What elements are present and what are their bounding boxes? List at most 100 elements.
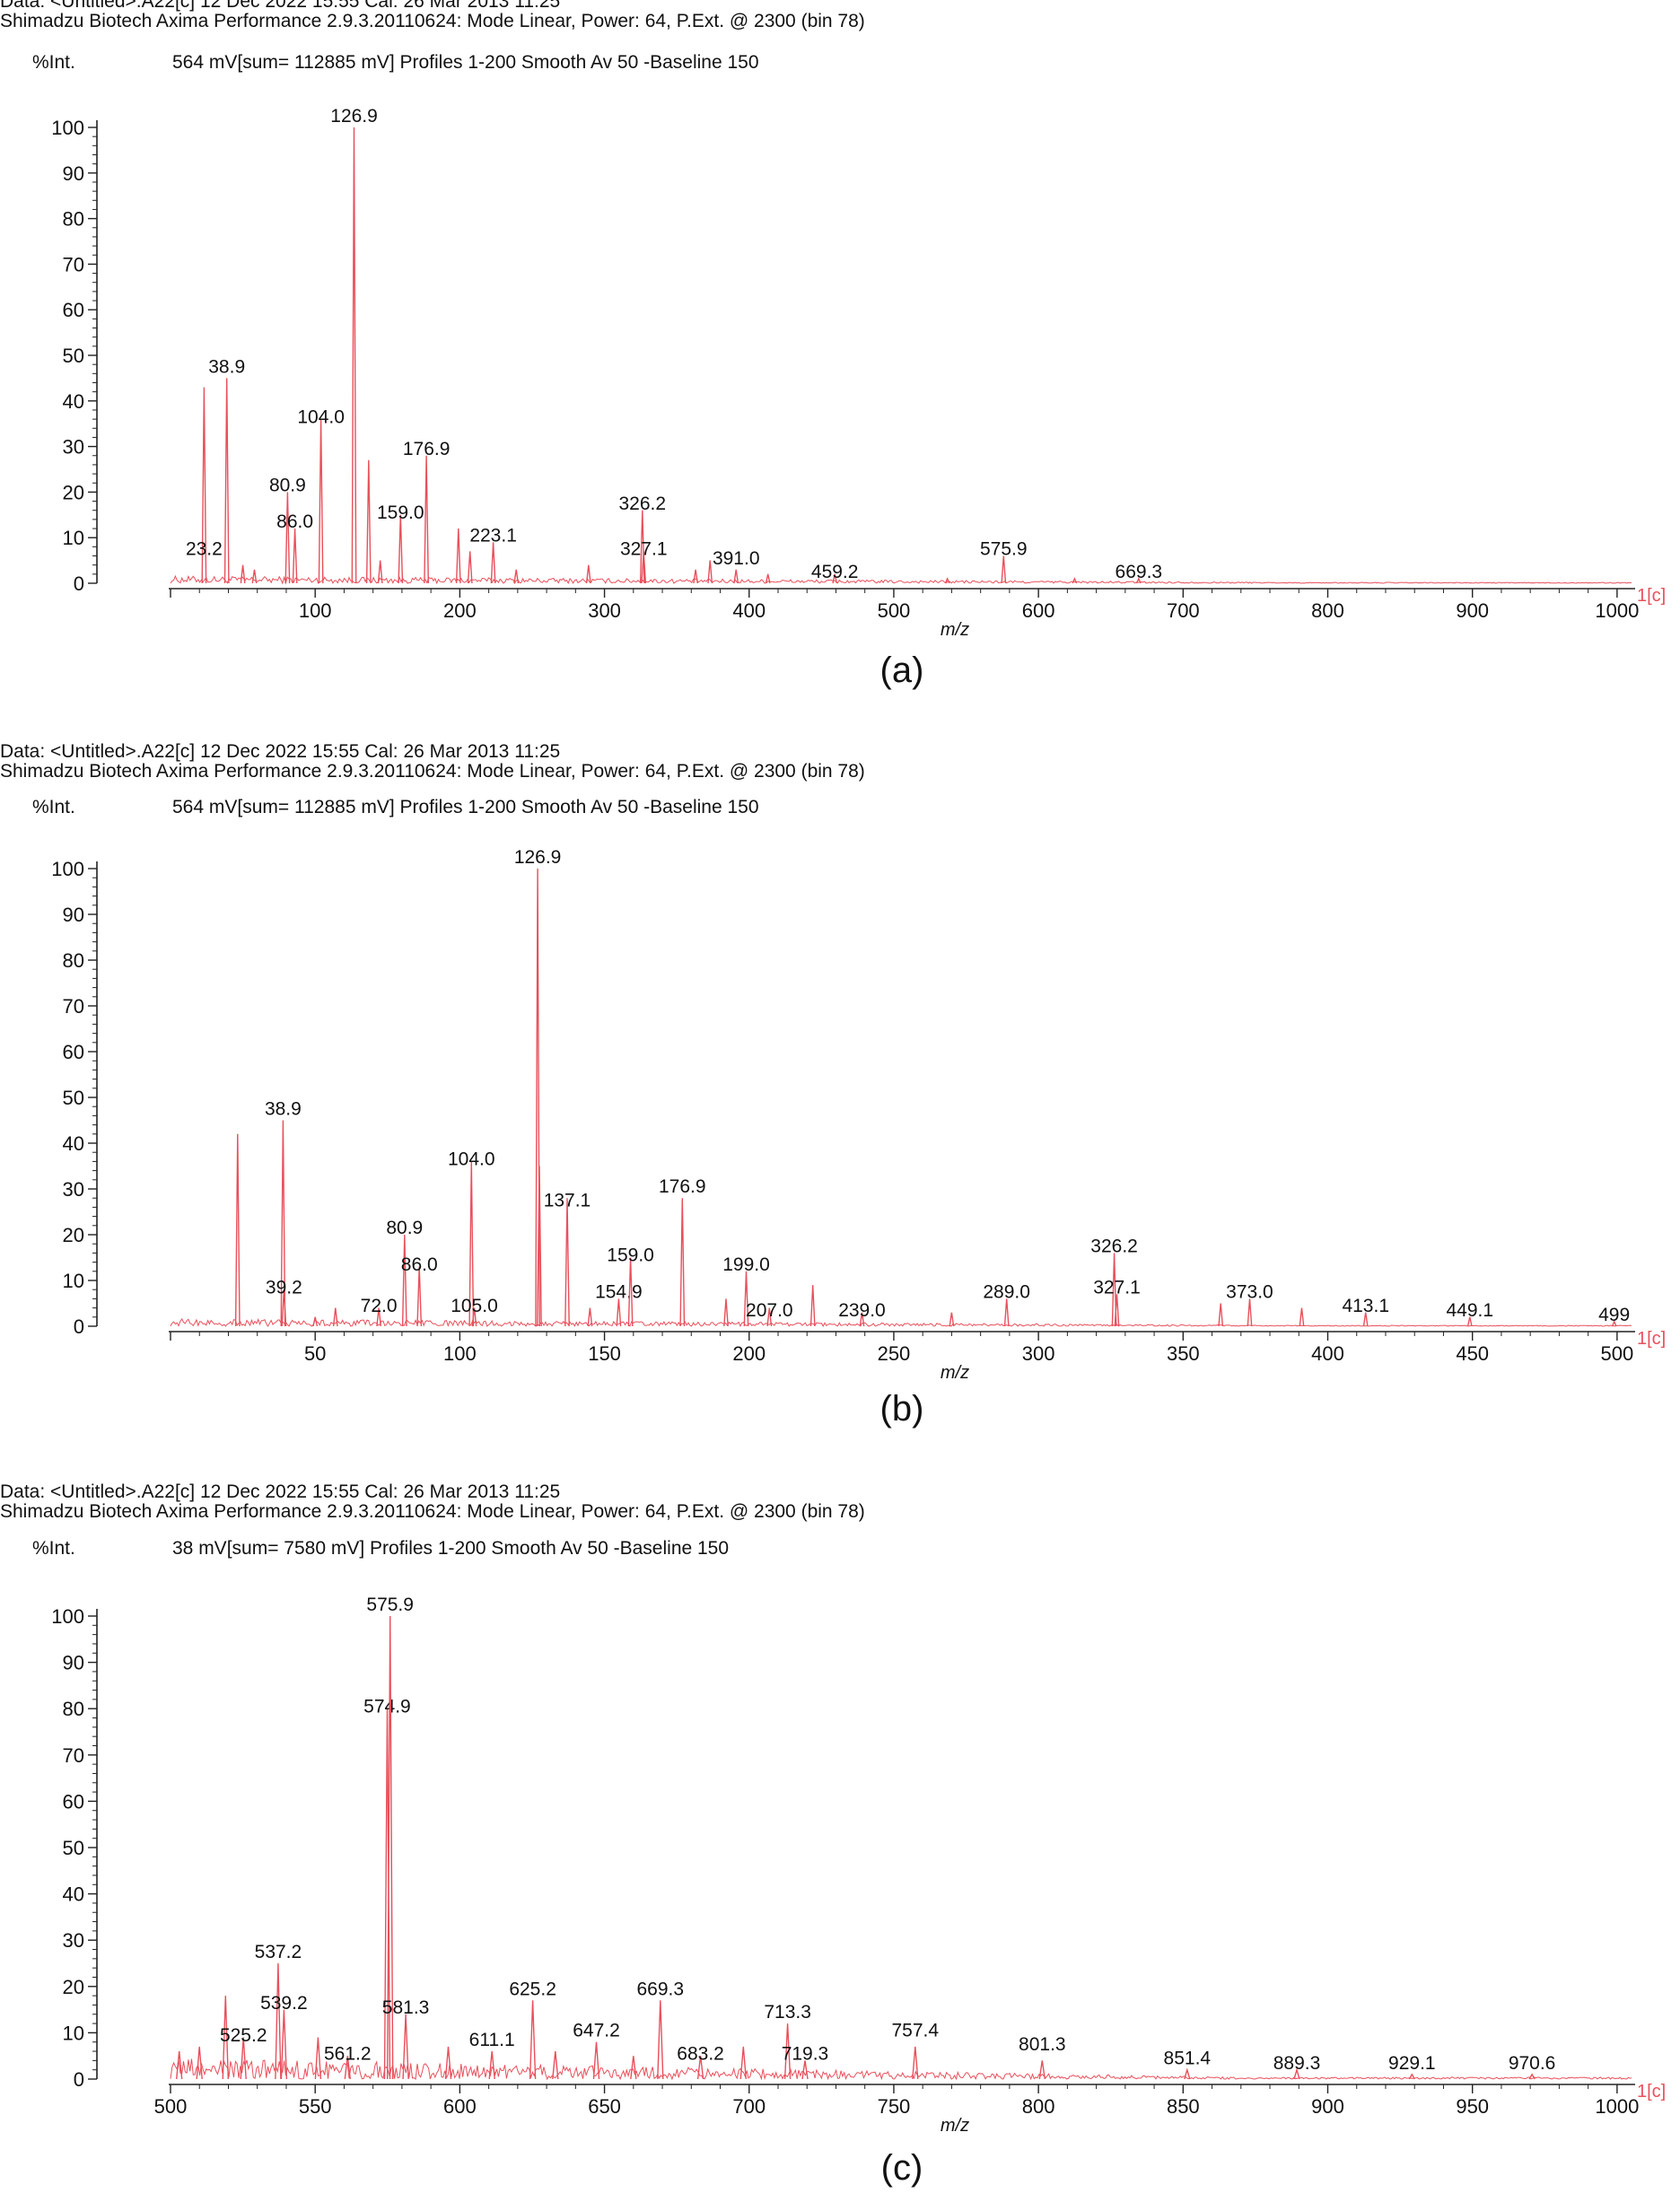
spectrum-peak bbox=[564, 1198, 570, 1327]
spectrum-peak bbox=[416, 1266, 423, 1327]
y-tick-label: 50 bbox=[63, 1087, 84, 1109]
spectrum-peak bbox=[657, 2000, 664, 2080]
spectrum-peak bbox=[529, 2000, 537, 2080]
peak-label: 459.2 bbox=[811, 562, 859, 582]
spectrum-peak bbox=[949, 1312, 955, 1327]
spectrum-peak bbox=[809, 1285, 816, 1327]
spectrum-peak bbox=[280, 2009, 288, 2080]
x-tick-label: 50 bbox=[304, 1342, 326, 1365]
peak-label: 159.0 bbox=[607, 1245, 654, 1266]
peak-label: 104.0 bbox=[448, 1149, 495, 1170]
x-tick-label: 300 bbox=[588, 599, 621, 622]
x-tick-label: 950 bbox=[1456, 2095, 1489, 2118]
spectrum-peak bbox=[201, 387, 207, 584]
y-tick-label: 50 bbox=[63, 345, 84, 367]
peak-label: 537.2 bbox=[255, 1942, 302, 1962]
spectrum-peak bbox=[1466, 1316, 1473, 1327]
spectrum-peak bbox=[377, 560, 383, 584]
y-tick-label: 40 bbox=[63, 1883, 84, 1906]
spectrum-peak bbox=[1299, 1307, 1305, 1327]
x-tick-label: 400 bbox=[1311, 1342, 1344, 1365]
spectrum-peak bbox=[587, 1307, 593, 1327]
y-tick-label: 80 bbox=[63, 1698, 84, 1720]
peak-label: 154.9 bbox=[595, 1282, 643, 1303]
peak-label: 104.0 bbox=[297, 406, 345, 427]
y-tick-label: 0 bbox=[74, 2068, 84, 2091]
spectrum-peak bbox=[1072, 577, 1078, 584]
peak-label: 625.2 bbox=[509, 1979, 556, 1999]
spectrum-plot-b: 0 10 20 30 40 50 60 70 80 90 100 50 100 150 200 250 300 3… bbox=[51, 847, 1666, 1383]
spectrum-peak bbox=[402, 2014, 409, 2080]
peak-label: 719.3 bbox=[782, 2044, 829, 2065]
x-tick-label: 500 bbox=[154, 2095, 188, 2118]
y-tick-label: 20 bbox=[63, 1224, 84, 1246]
spectrum-peak bbox=[859, 1312, 865, 1327]
peak-label: 757.4 bbox=[892, 2021, 940, 2041]
y-tick-label: 20 bbox=[63, 1976, 84, 1998]
y-tick-label: 40 bbox=[63, 390, 84, 413]
peak-label: 391.0 bbox=[713, 548, 760, 569]
spectrum-peak bbox=[1111, 1253, 1117, 1327]
spectrum-peak bbox=[398, 514, 404, 584]
y-axis-label: %Int. bbox=[32, 1538, 75, 1559]
peak-label: 80.9 bbox=[386, 1218, 423, 1238]
spectrum-peak bbox=[693, 569, 698, 584]
spectrum-peak bbox=[627, 1257, 634, 1327]
peak-label: 373.0 bbox=[1226, 1282, 1273, 1303]
peak-label: 669.3 bbox=[1116, 562, 1163, 582]
spectrum-peak bbox=[1408, 2073, 1415, 2080]
peak-label: 713.3 bbox=[764, 2002, 811, 2023]
x-tick-label: 350 bbox=[1167, 1342, 1200, 1365]
y-tick-label: 90 bbox=[63, 1652, 84, 1674]
spectrum-peak bbox=[723, 1298, 729, 1327]
spectrum-peak bbox=[488, 2050, 495, 2080]
spectrum-peak bbox=[444, 2046, 452, 2080]
y-tick-label: 50 bbox=[63, 1837, 84, 1859]
panel-caption: (b) bbox=[879, 1389, 924, 1429]
data-header-line: Data: <Untitled>.A22[c] 12 Dec 2022 15:5… bbox=[0, 741, 561, 762]
x-tick-label: 200 bbox=[443, 599, 477, 622]
peak-label: 176.9 bbox=[403, 439, 451, 459]
spectrum-plot-c: 0 10 20 30 40 50 60 70 80 90 100 500 550 600 650 700 750… bbox=[51, 1595, 1666, 2136]
peak-label: 126.9 bbox=[514, 847, 562, 868]
spectrum-peak bbox=[766, 1307, 773, 1327]
x-tick-label: 900 bbox=[1456, 599, 1489, 622]
x-tick-label: 200 bbox=[732, 1342, 766, 1365]
spectrum-panel-a: Data: <Untitled>.A22[c] 12 Dec 2022 15:5… bbox=[0, 0, 1680, 734]
spectrum-panel-b: Data: <Untitled>.A22[c] 12 Dec 2022 15:5… bbox=[0, 734, 1680, 1468]
peak-label: 86.0 bbox=[276, 511, 313, 532]
peak-label: 223.1 bbox=[469, 525, 517, 546]
instrument-header-line: Shimadzu Biotech Axima Performance 2.9.3… bbox=[0, 761, 865, 782]
acquisition-info: 564 mV[sum= 112885 mV] Profiles 1-200 Sm… bbox=[172, 52, 759, 73]
spectrum-peak bbox=[765, 573, 771, 584]
peak-label: 137.1 bbox=[544, 1191, 591, 1211]
spectrum-peak bbox=[1293, 2067, 1300, 2080]
acquisition-info: 564 mV[sum= 112885 mV] Profiles 1-200 Sm… bbox=[172, 797, 759, 817]
x-axis-label: m/z bbox=[941, 620, 969, 640]
spectrum-peak bbox=[234, 1133, 241, 1327]
spectrum-peak bbox=[585, 564, 591, 584]
peak-label: 525.2 bbox=[220, 2025, 267, 2046]
y-tick-label: 10 bbox=[63, 1270, 84, 1292]
peak-label: 499 bbox=[1598, 1305, 1630, 1325]
y-tick-label: 80 bbox=[63, 949, 84, 972]
spectrum-peak bbox=[592, 2041, 600, 2080]
y-tick-label: 30 bbox=[63, 1929, 84, 1952]
x-tick-label: 100 bbox=[443, 1342, 477, 1365]
y-tick-label: 40 bbox=[63, 1132, 84, 1155]
peak-label: 851.4 bbox=[1164, 2049, 1212, 2069]
x-tick-label: 500 bbox=[878, 599, 911, 622]
peak-label: 327.1 bbox=[620, 539, 668, 560]
spectrum-peak bbox=[1114, 1294, 1120, 1327]
spectrum-peak bbox=[1038, 2060, 1046, 2080]
y-axis-label: %Int. bbox=[32, 52, 75, 73]
acquisition-info: 38 mV[sum= 7580 mV] Profiles 1-200 Smoot… bbox=[172, 1538, 730, 1559]
baseline-noise bbox=[170, 574, 1632, 585]
spectrum-peak bbox=[383, 1708, 391, 2080]
peak-label: 539.2 bbox=[260, 1993, 308, 2014]
spectrum-peak bbox=[332, 1307, 338, 1327]
spectrum-peak bbox=[707, 560, 713, 584]
peak-label: 159.0 bbox=[377, 502, 424, 523]
spectrum-peak bbox=[196, 2046, 203, 2080]
peak-label: 970.6 bbox=[1509, 2053, 1556, 2074]
